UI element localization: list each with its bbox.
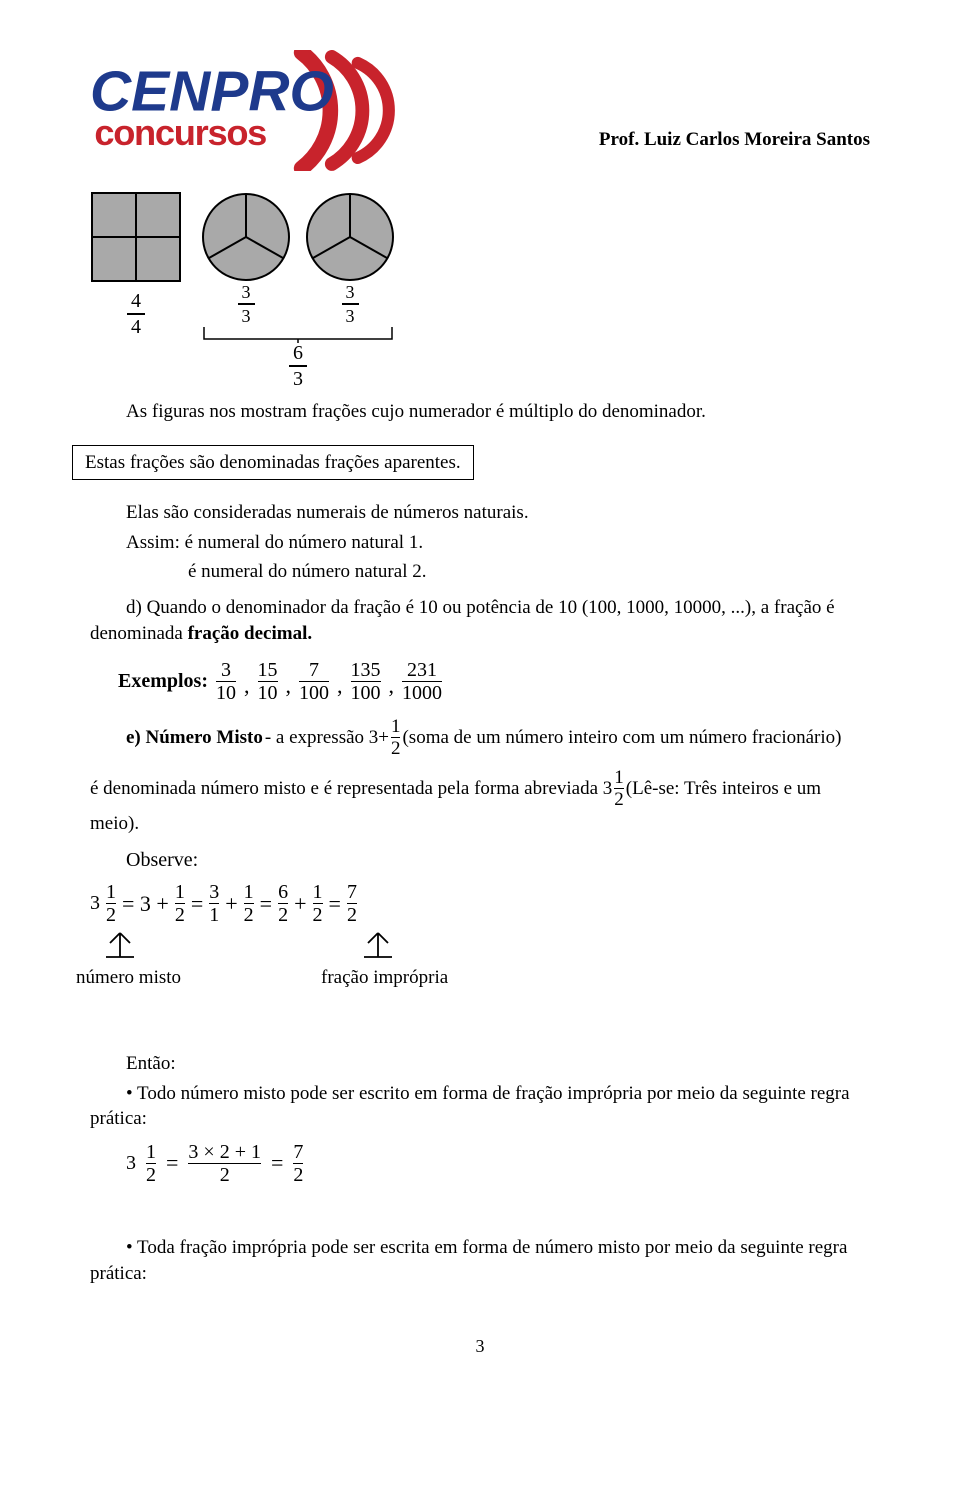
frac-e2: 12 bbox=[614, 768, 624, 809]
circle2-svg bbox=[304, 191, 396, 283]
boxed-rule: Estas frações são denominadas frações ap… bbox=[90, 435, 870, 491]
arrow-right-icon bbox=[358, 931, 398, 967]
frac-e1: 12 bbox=[391, 717, 401, 758]
ex-frac-1: 310 bbox=[216, 660, 236, 703]
square-svg bbox=[90, 191, 182, 283]
bullet-1: • Todo número misto pode ser escrito em … bbox=[90, 1081, 870, 1132]
entao-label: Então: bbox=[90, 1051, 870, 1077]
arrow-labels: número misto fração imprópria bbox=[76, 967, 870, 989]
logo-svg: CENPRO concursos bbox=[90, 50, 470, 171]
frac-4-4: 4 4 bbox=[127, 291, 145, 337]
examples-row: Exemplos: 310, 1510, 7100, 135100, 23110… bbox=[118, 660, 870, 703]
observe-label: Observe: bbox=[126, 849, 870, 872]
arrow-row bbox=[100, 931, 870, 967]
paragraph-1: As figuras nos mostram frações cujo nume… bbox=[90, 399, 870, 425]
bracket-svg bbox=[200, 325, 396, 343]
paragraph-2a: Elas são consideradas numerais de número… bbox=[90, 500, 870, 526]
ex-frac-4: 135100 bbox=[351, 660, 381, 703]
professor-name: Prof. Luiz Carlos Moreira Santos bbox=[599, 129, 870, 151]
frac-6-3: 6 3 bbox=[289, 343, 307, 389]
circles-figure: 3 3 3 3 bbox=[200, 191, 396, 389]
logo-sub: concursos bbox=[94, 112, 266, 153]
observe-equation: 3 12 = 3 + 12 = 31 + 12 = 62 + 12 = 72 bbox=[90, 882, 870, 925]
page: CENPRO concursos Prof. Luiz Carlos Morei… bbox=[0, 0, 960, 1397]
ex-frac-5: 2311000 bbox=[402, 660, 442, 703]
paragraph-e-3: meio). bbox=[90, 811, 870, 837]
frac-3-3-a: 3 3 bbox=[238, 283, 255, 325]
paragraph-e-2: é denominada número misto e é representa… bbox=[90, 768, 870, 809]
frac-3-3-b: 3 3 bbox=[342, 283, 359, 325]
rule1-equation: 3 12 = 3 × 2 + 12 = 72 bbox=[126, 1142, 870, 1185]
figures-row: 4 4 3 3 bbox=[90, 191, 870, 389]
circle1-svg bbox=[200, 191, 292, 283]
square-figure: 4 4 bbox=[90, 191, 182, 337]
arrow-left-icon bbox=[100, 931, 140, 967]
header-row: CENPRO concursos Prof. Luiz Carlos Morei… bbox=[90, 50, 870, 171]
paragraph-e-1: e) Número Misto - a expressão 3+ 12 (som… bbox=[126, 717, 870, 758]
bullet-2: • Toda fração imprópria pode ser escrita… bbox=[90, 1235, 870, 1286]
paragraph-2b: Assim: é numeral do número natural 1. bbox=[90, 530, 870, 556]
logo: CENPRO concursos bbox=[90, 50, 470, 171]
ex-frac-2: 1510 bbox=[258, 660, 278, 703]
ex-frac-3: 7100 bbox=[299, 660, 329, 703]
paragraph-d: d) Quando o denominador da fração é 10 o… bbox=[90, 595, 870, 646]
paragraph-2c: é numeral do número natural 2. bbox=[188, 559, 870, 585]
page-number: 3 bbox=[90, 1336, 870, 1357]
observe-block: Observe: 3 12 = 3 + 12 = 31 + 12 = 62 + … bbox=[90, 849, 870, 989]
